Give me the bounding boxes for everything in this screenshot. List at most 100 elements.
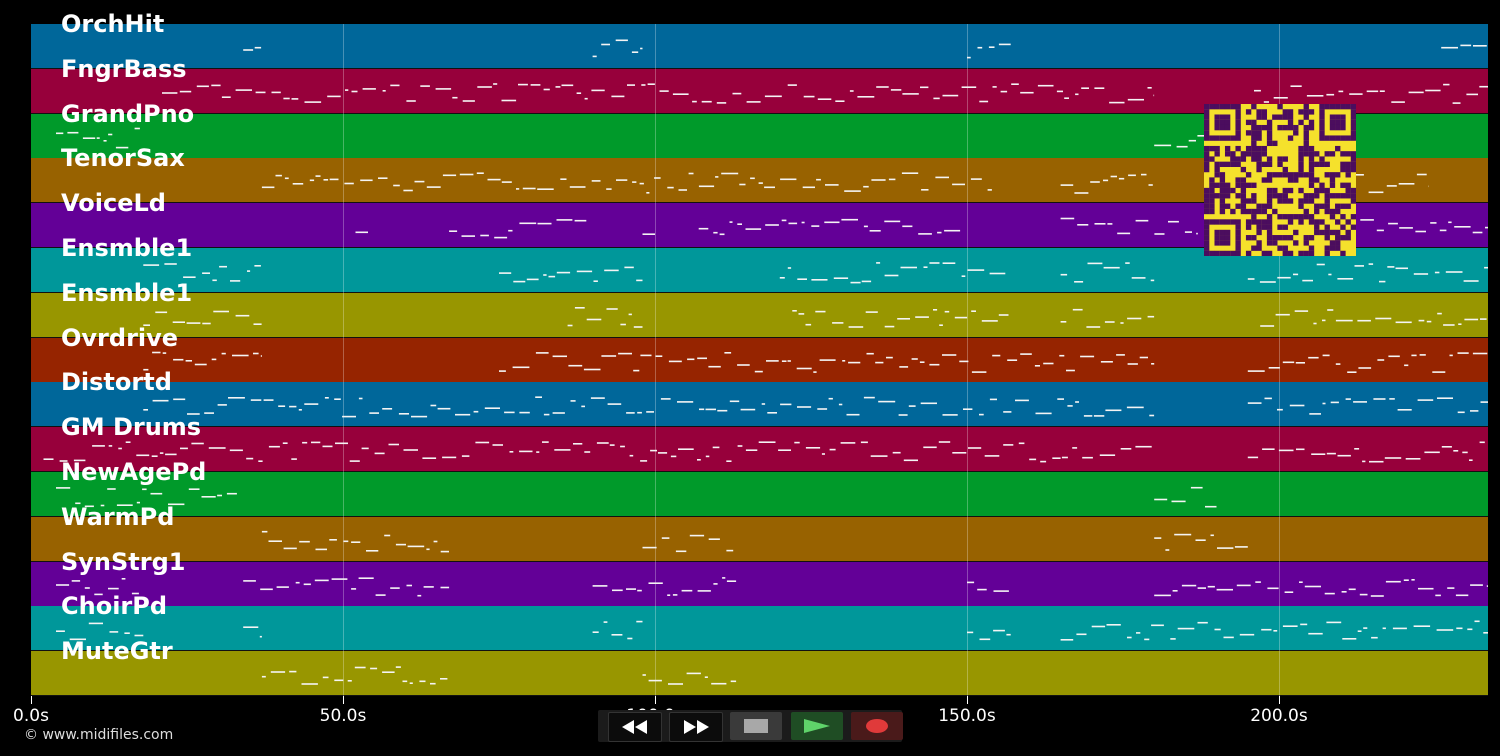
track-lane[interactable] [31, 292, 1488, 338]
note [335, 442, 348, 445]
note [426, 548, 430, 551]
note [646, 411, 654, 413]
track-lane[interactable] [31, 606, 1488, 652]
note [1457, 411, 1465, 414]
note [554, 449, 571, 451]
note [1110, 175, 1117, 178]
note [591, 180, 601, 182]
note [143, 368, 149, 371]
track-lane[interactable] [31, 337, 1488, 383]
track-lane[interactable] [31, 24, 1488, 69]
note [984, 455, 1000, 457]
note [1389, 398, 1395, 400]
axis-tick [342, 696, 344, 704]
note [1174, 533, 1192, 536]
note [374, 452, 385, 455]
note [726, 460, 732, 462]
note [1000, 90, 1008, 93]
stop-button[interactable] [730, 712, 782, 740]
note [211, 84, 221, 87]
rewind-button[interactable] [608, 712, 662, 742]
track-name: TenorSax [61, 144, 185, 173]
track-lane[interactable] [31, 516, 1488, 562]
note [1083, 415, 1093, 417]
note [1322, 354, 1330, 357]
note [84, 505, 94, 508]
note [1463, 280, 1479, 282]
note [686, 672, 701, 675]
fast-forward-button[interactable] [669, 712, 723, 742]
track-name: MuteGtr [61, 637, 173, 666]
note [452, 96, 458, 99]
note [1313, 322, 1317, 325]
note [1338, 90, 1344, 93]
note [1419, 354, 1426, 356]
track-lane[interactable] [31, 651, 1488, 697]
note [715, 176, 719, 178]
note [1247, 402, 1262, 404]
note [1077, 224, 1089, 226]
note [1373, 398, 1386, 400]
piano-roll[interactable]: OrchHit FngrBass GrandPno TenorSax VoiceLd En… [31, 12, 1488, 697]
note [835, 100, 845, 102]
note [1302, 279, 1313, 282]
note [1247, 456, 1259, 459]
note [499, 370, 506, 372]
note [627, 84, 635, 86]
note [848, 326, 864, 328]
note [329, 178, 339, 181]
track-lane[interactable] [31, 472, 1488, 517]
note [811, 225, 820, 227]
note [430, 404, 437, 407]
note [737, 223, 742, 225]
note [221, 96, 231, 98]
note [876, 86, 889, 88]
note [349, 460, 360, 462]
track-lane[interactable] [31, 382, 1488, 428]
track-lane[interactable] [31, 427, 1488, 473]
note [952, 452, 967, 454]
note [235, 314, 250, 317]
note [165, 453, 177, 456]
record-button[interactable] [851, 712, 903, 740]
track-lane[interactable] [31, 561, 1488, 607]
note [667, 594, 671, 596]
note [143, 409, 148, 411]
note [1075, 93, 1079, 96]
note [641, 84, 646, 86]
note [1144, 638, 1150, 641]
note [967, 581, 975, 584]
note [1247, 278, 1255, 280]
note [73, 459, 86, 462]
note [43, 458, 54, 460]
note [920, 86, 929, 89]
note [701, 100, 712, 103]
note [221, 352, 226, 355]
note [640, 47, 643, 50]
play-button[interactable] [791, 712, 843, 740]
note [797, 278, 807, 280]
note [67, 131, 79, 134]
play-icon [804, 719, 830, 733]
note [1416, 173, 1427, 176]
note [832, 322, 844, 324]
note [433, 540, 438, 543]
note [548, 275, 556, 278]
note [1426, 320, 1432, 323]
note [1128, 174, 1136, 177]
note [1127, 98, 1144, 101]
note [1306, 95, 1324, 97]
note [977, 588, 987, 591]
note [828, 397, 833, 400]
note [1376, 229, 1384, 232]
note [1275, 313, 1290, 316]
note [1473, 45, 1487, 47]
note [1074, 192, 1089, 194]
note [211, 358, 217, 361]
note [108, 587, 119, 590]
note [289, 405, 297, 408]
note [1057, 398, 1064, 400]
track-name: Ensmble1 [61, 234, 193, 262]
note [1418, 319, 1425, 322]
note [1234, 546, 1248, 548]
